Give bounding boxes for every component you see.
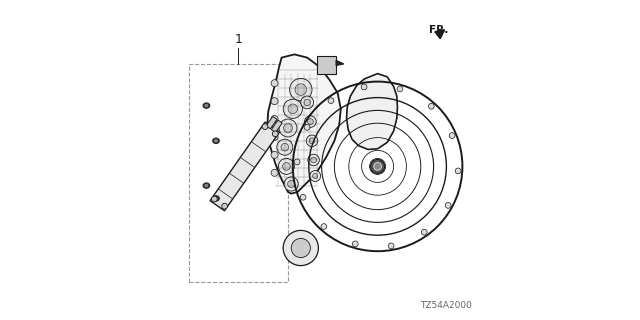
Circle shape — [288, 180, 294, 188]
Polygon shape — [215, 140, 218, 142]
Circle shape — [283, 99, 302, 118]
Polygon shape — [204, 103, 210, 108]
Circle shape — [307, 119, 314, 124]
Circle shape — [291, 238, 310, 258]
Circle shape — [305, 116, 316, 127]
Circle shape — [301, 96, 314, 109]
Polygon shape — [266, 116, 277, 129]
Circle shape — [277, 139, 293, 155]
Circle shape — [308, 154, 319, 166]
Circle shape — [304, 99, 310, 106]
Polygon shape — [336, 60, 344, 66]
Circle shape — [310, 171, 321, 181]
Circle shape — [304, 124, 310, 130]
Circle shape — [283, 230, 319, 266]
Polygon shape — [347, 74, 397, 149]
Circle shape — [284, 124, 292, 132]
Circle shape — [388, 243, 394, 249]
Circle shape — [397, 86, 403, 92]
Circle shape — [271, 116, 278, 123]
Circle shape — [288, 104, 298, 114]
Circle shape — [279, 119, 297, 137]
Circle shape — [221, 203, 227, 209]
Circle shape — [271, 169, 278, 176]
Polygon shape — [205, 105, 207, 107]
Polygon shape — [213, 138, 219, 143]
Polygon shape — [271, 120, 282, 132]
Circle shape — [271, 133, 278, 140]
Circle shape — [445, 203, 451, 208]
Circle shape — [211, 196, 217, 202]
Circle shape — [321, 224, 327, 229]
Circle shape — [273, 131, 278, 137]
Circle shape — [428, 103, 434, 109]
Circle shape — [295, 84, 307, 95]
Circle shape — [328, 98, 334, 103]
Circle shape — [278, 158, 294, 174]
Circle shape — [449, 133, 455, 139]
Polygon shape — [205, 185, 207, 187]
Circle shape — [271, 98, 278, 105]
Circle shape — [281, 143, 289, 151]
Circle shape — [353, 241, 358, 247]
Circle shape — [371, 159, 385, 173]
Polygon shape — [204, 183, 210, 188]
Circle shape — [294, 159, 300, 165]
Circle shape — [283, 163, 290, 170]
Bar — [189, 64, 288, 282]
Polygon shape — [213, 196, 219, 201]
Circle shape — [262, 124, 268, 130]
Circle shape — [309, 138, 315, 144]
Polygon shape — [210, 122, 280, 211]
Circle shape — [455, 168, 461, 174]
Polygon shape — [215, 197, 218, 199]
Circle shape — [311, 157, 317, 163]
Text: 1: 1 — [234, 33, 243, 46]
Text: FR.: FR. — [429, 25, 448, 36]
Circle shape — [307, 135, 317, 147]
Polygon shape — [268, 54, 340, 194]
Text: TZ54A2000: TZ54A2000 — [420, 301, 472, 310]
Circle shape — [421, 229, 427, 235]
Circle shape — [271, 151, 278, 158]
Circle shape — [284, 177, 298, 191]
Circle shape — [312, 173, 317, 179]
Circle shape — [374, 163, 381, 170]
Circle shape — [300, 194, 306, 200]
Circle shape — [271, 80, 278, 87]
Circle shape — [361, 84, 367, 90]
Bar — [317, 56, 336, 74]
Circle shape — [290, 78, 312, 101]
